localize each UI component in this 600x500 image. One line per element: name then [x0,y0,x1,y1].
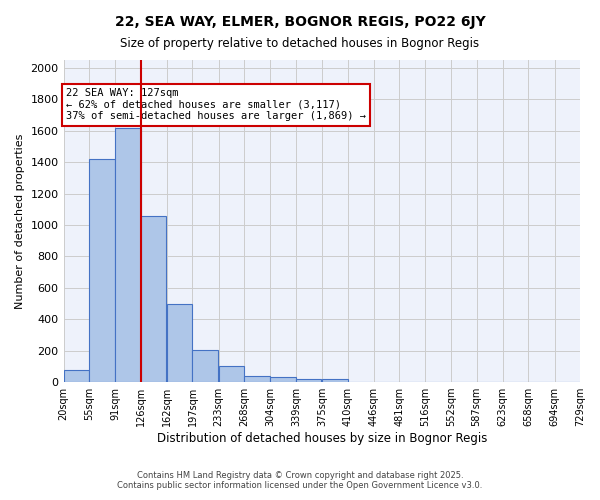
Bar [193,350,218,382]
X-axis label: Distribution of detached houses by size in Bognor Regis: Distribution of detached houses by size … [157,432,487,445]
Text: 22 SEA WAY: 127sqm
← 62% of detached houses are smaller (3,117)
37% of semi-deta: 22 SEA WAY: 127sqm ← 62% of detached hou… [66,88,366,122]
Bar [64,370,89,382]
Bar [244,376,269,382]
Bar [89,159,115,382]
Text: Contains HM Land Registry data © Crown copyright and database right 2025.
Contai: Contains HM Land Registry data © Crown c… [118,470,482,490]
Bar [141,216,166,382]
Text: Size of property relative to detached houses in Bognor Regis: Size of property relative to detached ho… [121,38,479,51]
Bar [271,378,296,382]
Y-axis label: Number of detached properties: Number of detached properties [15,134,25,308]
Bar [115,128,141,382]
Bar [218,366,244,382]
Bar [167,304,193,382]
Bar [296,379,322,382]
Text: 22, SEA WAY, ELMER, BOGNOR REGIS, PO22 6JY: 22, SEA WAY, ELMER, BOGNOR REGIS, PO22 6… [115,15,485,29]
Bar [322,379,347,382]
